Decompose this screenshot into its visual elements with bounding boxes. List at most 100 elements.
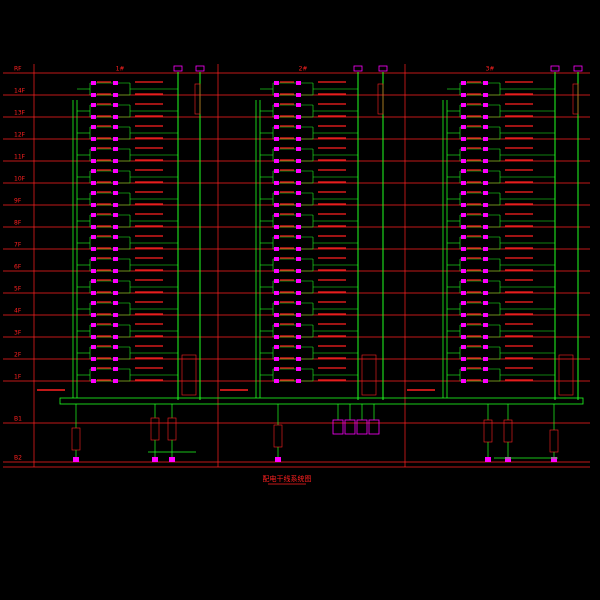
breaker [113,291,118,295]
floor-label: 12F [14,132,26,139]
breaker [483,279,488,283]
breaker [296,357,301,361]
breaker [113,279,118,283]
breaker [113,213,118,217]
breaker [91,159,96,163]
breaker [296,301,301,305]
breaker [91,379,96,383]
breaker [461,191,466,195]
breaker [113,125,118,129]
breaker [483,137,488,141]
breaker [461,125,466,129]
main-panel [368,419,380,435]
floor-label: 7F [14,242,22,249]
breaker [274,345,279,349]
breaker [113,203,118,207]
breaker [296,103,301,107]
breaker [296,93,301,97]
breaker [113,345,118,349]
breaker [113,323,118,327]
riser-box [572,83,579,115]
floor-label: 11F [14,154,26,161]
breaker [91,247,96,251]
breaker [113,357,118,361]
floor-label: 3F [14,330,22,337]
breaker [113,81,118,85]
breaker [483,191,488,195]
breaker [274,93,279,97]
breaker [461,279,466,283]
breaker [461,345,466,349]
breaker [274,125,279,129]
breaker [91,137,96,141]
breaker [483,203,488,207]
breaker [461,235,466,239]
breaker [169,457,175,462]
floor-label: 5F [14,286,22,293]
breaker [113,225,118,229]
breaker [274,301,279,305]
breaker [461,103,466,107]
breaker [274,257,279,261]
breaker [461,247,466,251]
breaker [461,147,466,151]
breaker [461,213,466,217]
basement-label: B1 [14,416,22,423]
floor-label: 8F [14,220,22,227]
breaker [296,115,301,119]
breaker [483,257,488,261]
basement-label: B2 [14,455,22,462]
breaker [461,181,466,185]
breaker [113,93,118,97]
meter-panel [361,354,377,396]
breaker [296,169,301,173]
breaker [483,345,488,349]
meter-panel [558,354,574,396]
breaker [461,257,466,261]
breaker [296,81,301,85]
breaker [483,291,488,295]
breaker [113,367,118,371]
breaker [296,269,301,273]
breaker [296,247,301,251]
breaker [483,81,488,85]
breaker [483,235,488,239]
breaker [461,301,466,305]
riser-cap [378,65,388,72]
breaker [483,357,488,361]
floor-label: 14F [14,88,26,95]
floor-label: 4F [14,308,22,315]
breaker [274,81,279,85]
main-panel [344,419,356,435]
breaker [91,81,96,85]
breaker [91,203,96,207]
breaker [91,345,96,349]
breaker [296,379,301,383]
breaker [113,247,118,251]
breaker [296,313,301,317]
breaker [91,225,96,229]
breaker [483,181,488,185]
breaker [113,159,118,163]
breaker [483,213,488,217]
breaker [91,367,96,371]
breaker [483,93,488,97]
breaker [483,125,488,129]
floor-label: 13F [14,110,26,117]
breaker [461,81,466,85]
breaker [483,169,488,173]
breaker [91,103,96,107]
breaker [483,335,488,339]
breaker [483,247,488,251]
breaker [274,225,279,229]
riser-cap [573,65,583,72]
breaker [113,137,118,141]
breaker [461,291,466,295]
breaker [113,301,118,305]
breaker [91,269,96,273]
breaker [91,301,96,305]
breaker [91,147,96,151]
breaker [461,159,466,163]
breaker [274,269,279,273]
